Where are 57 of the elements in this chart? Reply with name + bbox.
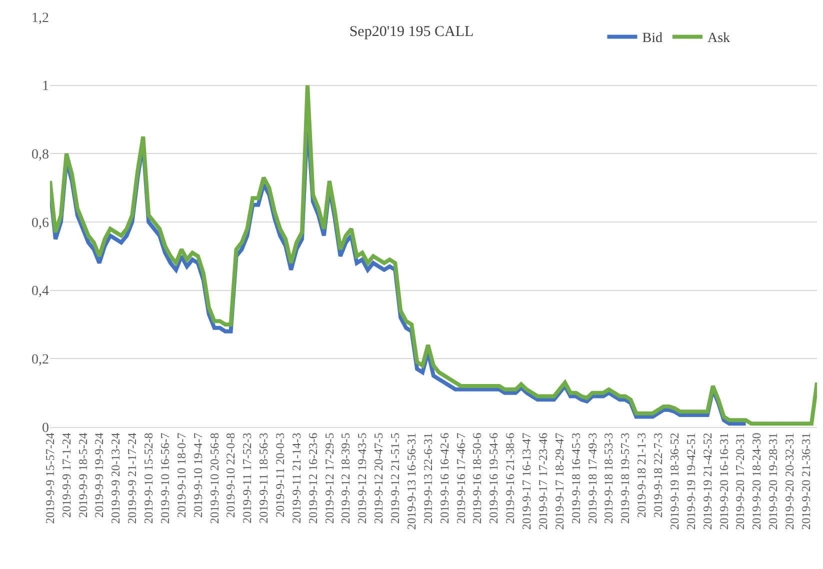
y-tick-label: 0,6 <box>32 216 49 231</box>
x-tick-label: 2019-9-9 19-9-24 <box>92 432 106 518</box>
x-tick-label: 2019-9-11 20-0-3 <box>273 432 287 518</box>
x-tick-label: 2019-9-10 16-56-7 <box>158 432 172 524</box>
y-tick-label: 0,8 <box>32 148 49 163</box>
x-tick-label: 2019-9-12 16-23-6 <box>306 432 320 524</box>
x-tick-label: 2019-9-20 21-36-31 <box>798 432 813 530</box>
x-tick-label: 2019-9-16 19-54-6 <box>486 432 501 524</box>
x-tick-label: 2019-9-19 18-36-52 <box>667 432 682 530</box>
x-tick-label: 2019-9-20 16-16-31 <box>716 432 731 530</box>
x-tick-label: 2019-9-16 18-50-6 <box>470 432 484 524</box>
x-tick-label: 2019-9-12 18-39-5 <box>338 432 353 524</box>
x-tick-label: 2019-9-12 17-29-5 <box>322 432 336 524</box>
x-tick-label: 2019-9-10 22-0-8 <box>224 432 238 518</box>
x-tick-label: 2019-9-18 22-7-3 <box>651 432 666 518</box>
x-tick-label: 2019-9-19 19-42-51 <box>684 432 698 530</box>
x-tick-label: 2019-9-9 15-57-24 <box>42 432 57 524</box>
x-tick-label: 2019-9-13 22-6-31 <box>420 432 435 524</box>
x-tick-label: 2019-9-16 17-46-7 <box>454 432 468 524</box>
y-tick-label: 0,4 <box>32 284 49 300</box>
x-tick-label: 2019-9-20 18-24-30 <box>750 432 764 530</box>
legend-label: Ask <box>707 31 730 46</box>
x-tick-label: 2019-9-12 19-43-5 <box>355 432 370 524</box>
text: Sep20'19 195 CALL <box>349 24 474 40</box>
x-tick-label: 2019-9-11 18-56-3 <box>256 432 271 524</box>
x-tick-label: 2019-9-12 21-51-5 <box>388 432 402 524</box>
x-tick-label: 2019-9-17 18-29-47 <box>552 432 566 530</box>
x-tick-label: 2019-9-9 17-1-24 <box>59 432 74 518</box>
x-tick-label: 2019-9-10 15-52-8 <box>142 432 156 524</box>
x-tick-label: 2019-9-10 18-0-7 <box>174 432 188 518</box>
x-tick-label: 2019-9-17 17-23-46 <box>536 432 550 530</box>
x-tick-label: 2019-9-9 21-17-24 <box>125 432 140 524</box>
y-tick-label: 1,2 <box>32 10 49 26</box>
x-tick-label: 2019-9-19 21-42-52 <box>700 432 714 530</box>
x-tick-label: 2019-9-10 19-4-7 <box>190 432 205 518</box>
x-tick-label: 2019-9-9 18-5-24 <box>76 432 90 518</box>
x-tick-label: 2019-9-18 18-53-3 <box>602 432 616 524</box>
legend-label: Bid <box>642 31 662 46</box>
x-tick-label: 2019-9-10 20-56-8 <box>207 432 222 524</box>
y-tick-label: 1 <box>42 79 49 94</box>
line-series <box>50 83 817 426</box>
x-tick-label: 2019-9-20 19-28-31 <box>766 432 780 530</box>
x-tick-label: 2019-9-9 20-13-24 <box>108 432 123 524</box>
x-tick-label: 2019-9-16 16-42-6 <box>437 432 452 524</box>
x-tick-label: 2019-9-11 21-14-3 <box>289 432 304 524</box>
x-tick-label: 2019-9-20 17-20-31 <box>733 432 748 530</box>
x-tick-label: 2019-9-11 17-52-3 <box>240 432 254 524</box>
x-tick-label: 2019-9-18 17-49-3 <box>585 432 600 524</box>
x-tick-label: 2019-9-16 21-38-6 <box>503 432 518 524</box>
x-tick-label: 2019-9-13 16-56-31 <box>404 432 418 530</box>
x-tick-label: 2019-9-12 20-47-5 <box>372 432 386 524</box>
y-tick-label: 0,2 <box>32 352 49 368</box>
x-tick-label: 2019-9-20 20-32-31 <box>782 432 797 530</box>
x-tick-label: 2019-9-18 16-45-3 <box>568 432 583 524</box>
x-tick-label: 2019-9-18 19-57-3 <box>618 432 632 524</box>
x-tick-label: 2019-9-18 21-1-3 <box>634 432 649 518</box>
x-tick-label: 2019-9-17 16-13-47 <box>520 432 534 530</box>
